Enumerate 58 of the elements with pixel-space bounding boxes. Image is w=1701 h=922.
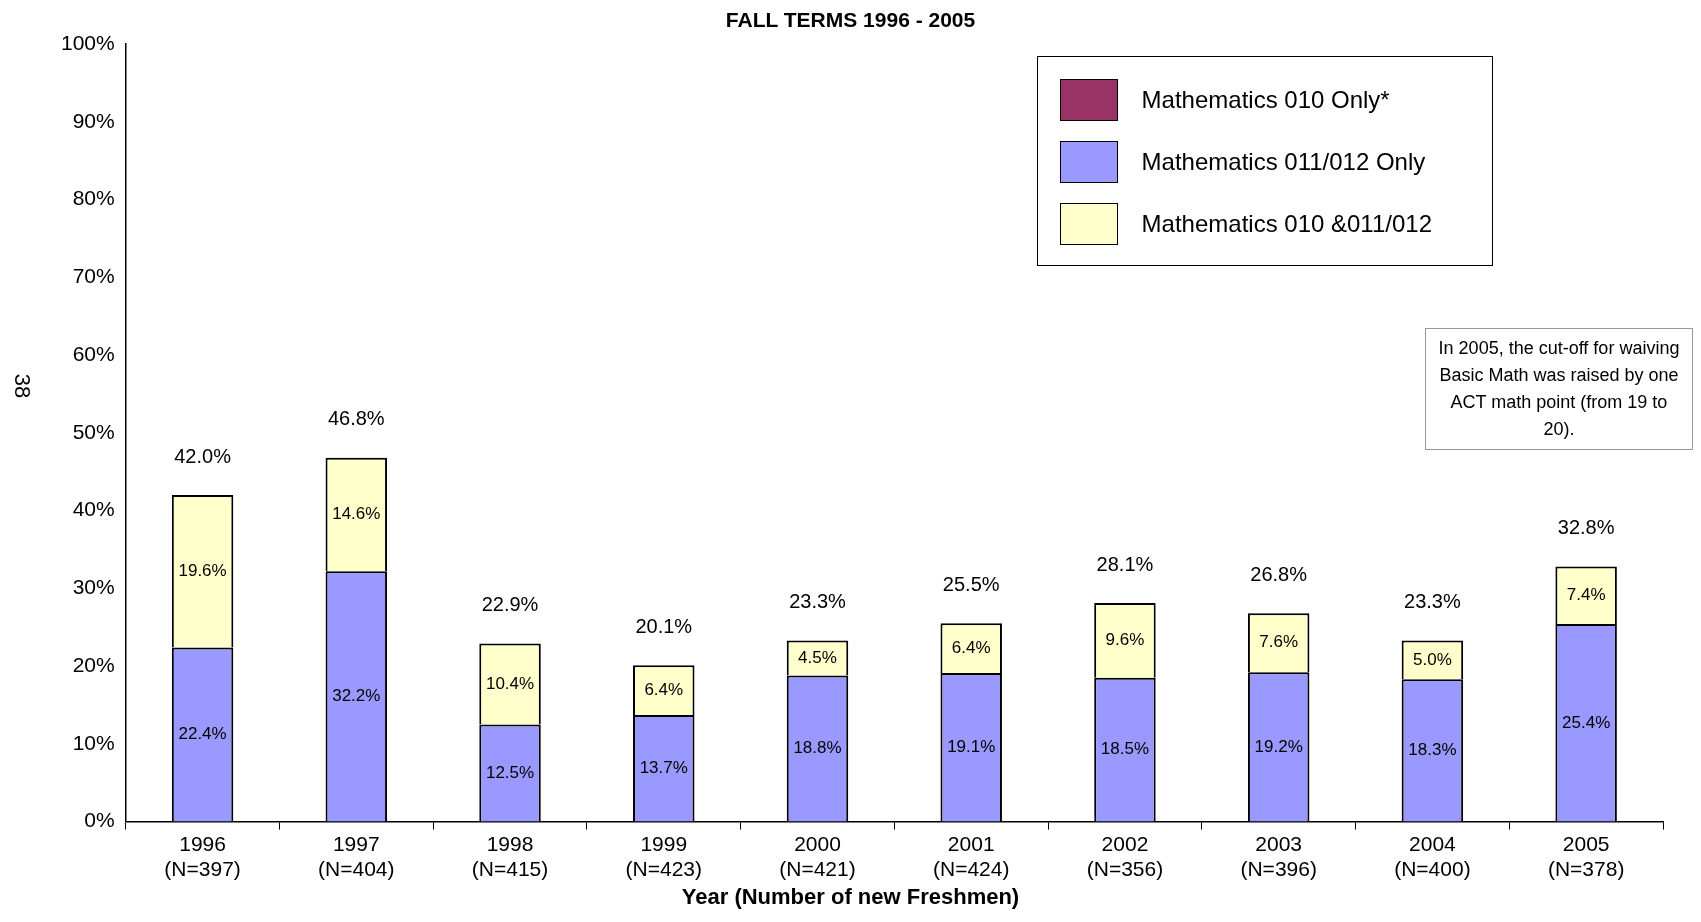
y-tick-label: 40% — [72, 497, 115, 521]
data-label: 19.6% — [178, 560, 227, 580]
x-tick-label: 1998 (N=415) — [471, 832, 549, 881]
data-label: 10.4% — [485, 673, 535, 693]
y-tick-label: 100% — [60, 30, 115, 54]
data-label: 18.5% — [1100, 739, 1150, 759]
y-tick-label: 80% — [72, 186, 115, 210]
legend-label: Mathematics 011/012 Only — [1141, 148, 1426, 176]
total-label: 23.3% — [1404, 589, 1461, 612]
y-tick-label: 0% — [84, 808, 115, 832]
data-label: 22.4% — [178, 724, 227, 744]
total-label: 32.8% — [1557, 516, 1615, 539]
data-label: 12.5% — [485, 762, 535, 782]
data-label: 6.4% — [951, 637, 991, 657]
data-label: 9.6% — [1105, 630, 1145, 650]
data-label: 25.4% — [1562, 712, 1611, 732]
x-tick-label: 1996 (N=397) — [164, 832, 241, 881]
x-tick-label: 2001 (N=424) — [932, 832, 1010, 881]
data-label: 18.8% — [793, 738, 842, 758]
y-tick-label: 60% — [72, 341, 115, 365]
total-label: 25.5% — [942, 572, 1000, 595]
y-tick-label: 20% — [72, 652, 115, 676]
x-tick-label: 2002 (N=356) — [1086, 832, 1164, 881]
x-axis-title: Year (Number of new Freshmen) — [680, 884, 1021, 910]
total-label: 23.3% — [789, 589, 847, 612]
total-label: 22.9% — [481, 593, 539, 616]
data-label: 6.4% — [644, 679, 684, 699]
total-label: 46.8% — [327, 407, 385, 430]
x-tick-label: 2003 (N=396) — [1240, 832, 1317, 881]
data-label: 32.2% — [332, 686, 381, 706]
x-tick-label: 1997 (N=404) — [318, 832, 395, 881]
total-label: 20.1% — [635, 614, 693, 637]
data-label: 5.0% — [1413, 649, 1452, 669]
data-label: 13.7% — [639, 758, 688, 778]
y-tick-label: 70% — [72, 264, 115, 288]
data-label: 4.5% — [798, 647, 837, 667]
x-tick-label: 1999 (N=423) — [625, 832, 702, 881]
x-tick-label: 2004 (N=400) — [1394, 832, 1471, 881]
y-tick-label: 50% — [72, 419, 115, 443]
data-label: 7.4% — [1566, 585, 1606, 605]
data-label: 19.2% — [1254, 736, 1303, 756]
data-label: 14.6% — [332, 504, 381, 524]
data-label: 7.6% — [1259, 632, 1299, 652]
annotation: In 2005, the cut-off for waiving Basic Math was raised by one ACT math point (from 19 to 20). — [1425, 328, 1693, 450]
total-label: 28.1% — [1096, 552, 1154, 575]
data-label: 19.1% — [947, 737, 996, 757]
total-label: 26.8% — [1250, 562, 1308, 585]
total-label: 42.0% — [174, 444, 232, 467]
legend-label: Mathematics 010 &011/012 — [1141, 210, 1432, 238]
data-label: 18.3% — [1408, 740, 1457, 760]
y-tick-label: 10% — [72, 730, 115, 754]
x-tick-label: 2005 (N=378) — [1547, 832, 1625, 881]
y-tick-label: 30% — [72, 575, 115, 599]
x-tick-label: 2000 (N=421) — [779, 832, 856, 881]
chart-title: FALL TERMS 1996 - 2005 — [724, 8, 977, 32]
y-tick-label: 90% — [72, 108, 115, 132]
legend-label: Mathematics 010 Only* — [1141, 86, 1390, 114]
text: 38 — [9, 373, 36, 399]
